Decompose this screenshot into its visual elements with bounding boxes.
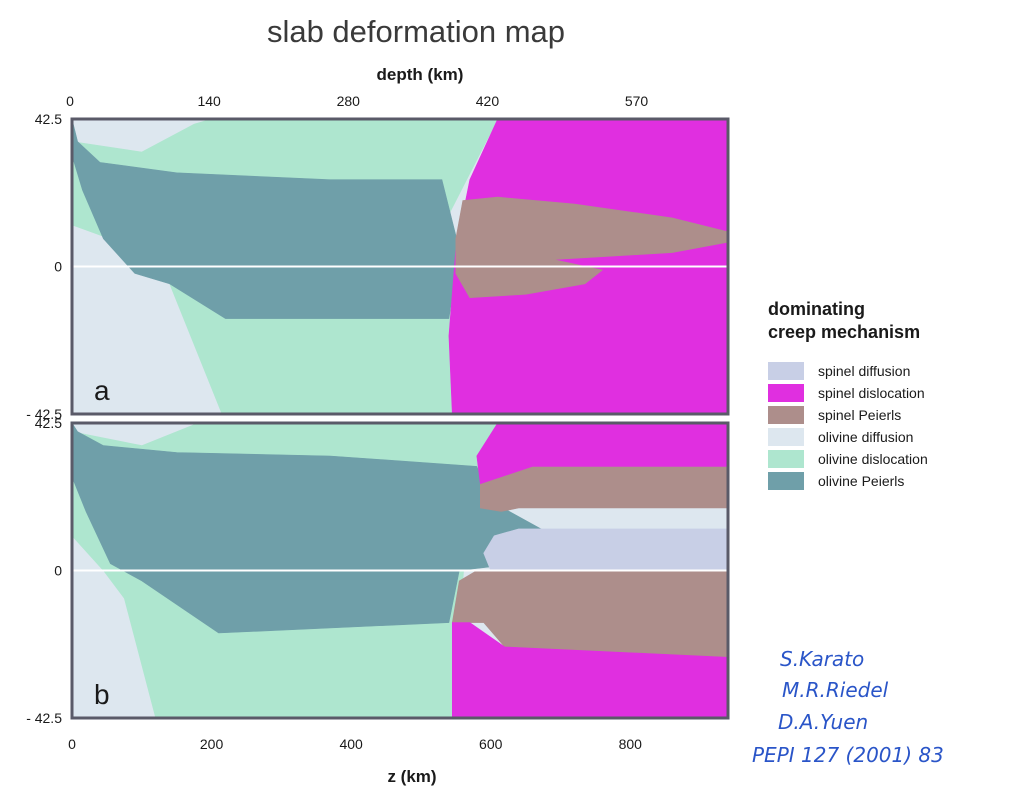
citation-line-2: M.R.Riedel bbox=[782, 678, 889, 702]
legend-items: spinel diffusion spinel dislocation spinel… bbox=[768, 362, 928, 490]
legend-label-spinel-diffusion: spinel diffusion bbox=[818, 363, 910, 379]
citation-line-4: PEPI 127 (2001) 83 bbox=[752, 743, 944, 767]
y-tick-label: 0 bbox=[54, 259, 62, 275]
top-tick-label: 140 bbox=[197, 93, 221, 109]
legend: dominating creep mechanism spinel diffus… bbox=[768, 299, 928, 490]
bottom-tick-label: 0 bbox=[68, 736, 76, 752]
top-tick-label: 420 bbox=[476, 93, 500, 109]
legend-swatch-spinel-peierls bbox=[768, 406, 804, 424]
legend-swatch-olivine-dislocation bbox=[768, 450, 804, 468]
bottom-tick-label: 200 bbox=[200, 736, 224, 752]
panel-label: a bbox=[94, 375, 110, 406]
top-tick-label: 280 bbox=[337, 93, 361, 109]
panel-frame bbox=[70, 117, 730, 416]
region-spinel-peierls bbox=[451, 570, 728, 658]
legend-swatch-spinel-dislocation bbox=[768, 384, 804, 402]
top-axis-ticks: 0 140 280 420 570 bbox=[66, 93, 648, 109]
citation-line-3: D.A.Yuen bbox=[778, 710, 868, 734]
citation-line-1: S.Karato bbox=[780, 647, 864, 671]
top-axis-title: depth (km) bbox=[377, 65, 464, 84]
legend-swatch-spinel-diffusion bbox=[768, 362, 804, 380]
y-tick-label: 42.5 bbox=[35, 415, 62, 431]
panel-b: b bbox=[70, 421, 730, 720]
top-tick-label: 0 bbox=[66, 93, 74, 109]
y-axis-ticks: 42.50- 42.542.50- 42.5 bbox=[26, 111, 62, 726]
chart-title: slab deformation map bbox=[267, 14, 565, 49]
region-spinel-dislocation bbox=[476, 423, 728, 485]
legend-label-olivine-peierls: olivine Peierls bbox=[818, 473, 904, 489]
panel-label: b bbox=[94, 679, 110, 710]
region-spinel-peierls bbox=[455, 196, 728, 299]
legend-label-spinel-peierls: spinel Peierls bbox=[818, 407, 901, 423]
legend-swatch-olivine-peierls bbox=[768, 472, 804, 490]
top-tick-label: 570 bbox=[625, 93, 649, 109]
bottom-tick-label: 600 bbox=[479, 736, 503, 752]
y-tick-label: 0 bbox=[54, 563, 62, 579]
legend-label-olivine-diffusion: olivine diffusion bbox=[818, 429, 913, 445]
legend-label-spinel-dislocation: spinel dislocation bbox=[818, 385, 925, 401]
region-spinel-dislocation bbox=[451, 622, 728, 718]
region-spinel-peierls bbox=[479, 466, 728, 512]
bottom-tick-label: 400 bbox=[339, 736, 363, 752]
y-tick-label: - 42.5 bbox=[26, 710, 62, 726]
bottom-axis-title: z (km) bbox=[387, 767, 436, 786]
y-tick-label: - 42.5 bbox=[26, 406, 62, 422]
region-spinel-diffusion bbox=[483, 528, 728, 571]
legend-title-line-2: creep mechanism bbox=[768, 322, 920, 342]
handwritten-citation: S.Karato M.R.Riedel D.A.Yuen PEPI 127 (2… bbox=[752, 647, 944, 767]
legend-swatch-olivine-diffusion bbox=[768, 428, 804, 446]
legend-title-line-1: dominating bbox=[768, 299, 865, 319]
panel-a: a bbox=[70, 117, 730, 416]
bottom-axis-ticks: 0 200 400 600 800 bbox=[68, 736, 642, 752]
panel-frame bbox=[70, 421, 730, 720]
y-tick-label: 42.5 bbox=[35, 111, 62, 127]
bottom-tick-label: 800 bbox=[619, 736, 643, 752]
legend-label-olivine-dislocation: olivine dislocation bbox=[818, 451, 928, 467]
region-olivine-peierls bbox=[72, 119, 460, 319]
